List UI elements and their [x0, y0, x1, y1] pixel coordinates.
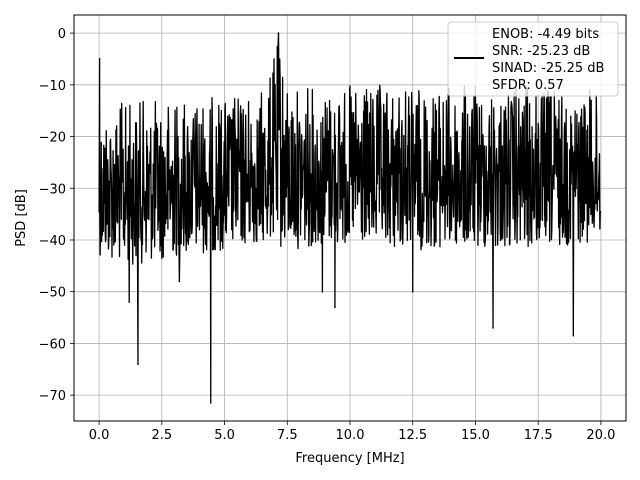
legend: ENOB: -4.49 bits SNR: -25.23 dB SINAD: -…: [447, 21, 619, 97]
y-tick-label: −10: [39, 79, 66, 94]
y-tick-label: −40: [39, 234, 66, 249]
psd-spike-point: [137, 363, 139, 365]
x-tick-label: 10.0: [336, 428, 365, 443]
x-axis-ticks: 0.0 2.5 5.0 7.5 10.0 12.5 15.0 17.5 20.0: [89, 421, 615, 443]
psd-series: [98, 32, 602, 404]
x-tick-label: 17.5: [524, 428, 553, 443]
x-tick-label: 2.5: [151, 428, 172, 443]
psd-spike-point: [178, 280, 181, 283]
psd-spike-point: [98, 58, 101, 60]
x-tick-label: 7.5: [277, 428, 298, 443]
y-tick-label: −50: [39, 286, 66, 301]
x-tick-label: 12.5: [398, 428, 427, 443]
y-axis-ticks: 0 −10 −20 −30 −40 −50 −60 −70: [39, 27, 74, 404]
x-tick-label: 15.0: [461, 428, 490, 443]
psd-spike-point: [128, 301, 130, 303]
y-tick-label: −70: [39, 389, 66, 404]
psd-spike-point: [321, 290, 324, 293]
psd-spike-point: [334, 306, 336, 309]
legend-entry-enob: ENOB: -4.49 bits: [492, 27, 599, 42]
y-tick-label: 0: [58, 27, 66, 42]
x-tick-label: 20.0: [586, 428, 615, 443]
legend-box: [447, 21, 619, 97]
legend-entry-sinad: SINAD: -25.25 dB: [492, 61, 604, 76]
psd-spike-point: [209, 402, 212, 404]
x-tick-label: 0.0: [89, 428, 110, 443]
psd-spike-point: [492, 327, 494, 329]
psd-spike-point: [572, 334, 575, 337]
y-axis-title: PSD [dB]: [14, 189, 29, 247]
x-tick-label: 5.0: [214, 428, 235, 443]
legend-entry-snr: SNR: -25.23 dB: [492, 44, 590, 59]
x-axis-title: Frequency [MHz]: [295, 451, 404, 466]
psd-spike-point: [411, 290, 414, 293]
y-tick-label: −20: [39, 131, 66, 146]
psd-trace: [98, 32, 602, 404]
psd-spike-point: [277, 32, 280, 34]
y-tick-label: −60: [39, 337, 66, 352]
y-tick-label: −30: [39, 182, 66, 197]
legend-entry-sfdr: SFDR: 0.57: [492, 78, 564, 93]
